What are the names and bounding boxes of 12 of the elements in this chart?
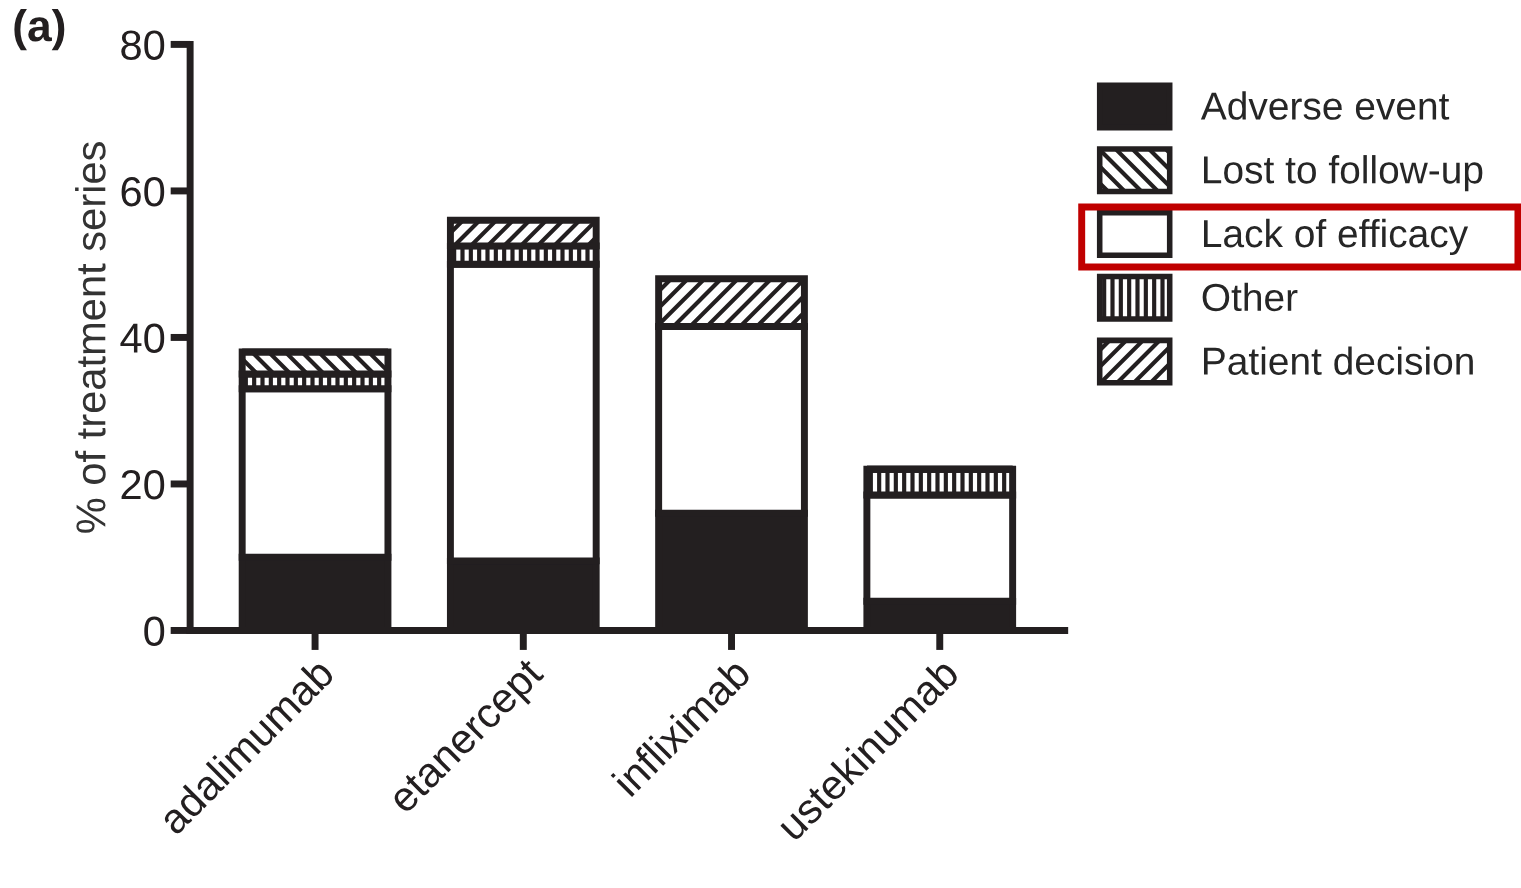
y-tick-label: 20 [121, 469, 165, 500]
y-tick-label: 0 [144, 616, 165, 646]
legend-label: Lack of efficacy [1204, 218, 1469, 256]
y-tick-label: 60 [121, 176, 165, 207]
legend-label: Patient decision [1204, 346, 1473, 375]
legend-label: Adverse event [1200, 91, 1450, 120]
legend-label: Other [1202, 282, 1298, 312]
y-axis-title: % of treatment series [75, 142, 106, 533]
text: (a) [14, 8, 65, 51]
y-tick-label: 40 [120, 323, 165, 353]
y-tick-label: 80 [121, 30, 165, 60]
legend-label: Lost to follow-up [1204, 155, 1483, 192]
